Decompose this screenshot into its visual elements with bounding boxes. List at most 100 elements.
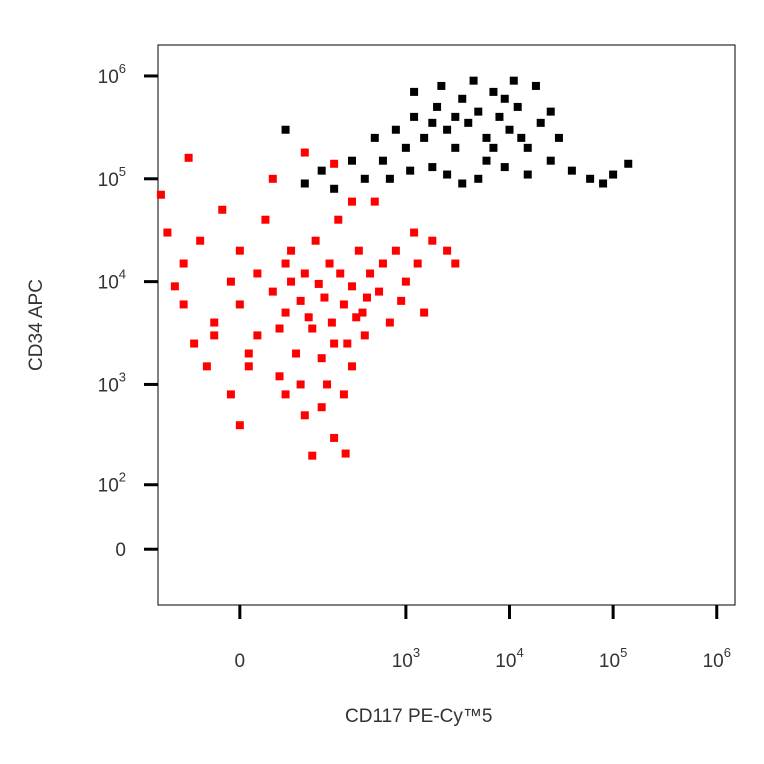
point <box>281 390 290 399</box>
point <box>163 228 172 237</box>
point <box>296 380 305 389</box>
tick-base: 10 <box>703 651 724 672</box>
tick-exponent: 5 <box>119 164 126 179</box>
point <box>500 94 509 103</box>
point <box>330 159 339 168</box>
point <box>391 125 400 134</box>
point <box>235 300 244 309</box>
point <box>428 236 437 245</box>
point <box>401 277 410 286</box>
point <box>281 308 290 317</box>
point <box>505 125 514 134</box>
point <box>554 133 563 142</box>
point <box>218 205 227 214</box>
point <box>287 277 296 286</box>
tick-exponent: 2 <box>119 470 126 485</box>
point <box>308 451 317 460</box>
point <box>428 163 437 172</box>
point <box>281 259 290 268</box>
point <box>451 143 460 152</box>
point <box>482 133 491 142</box>
point <box>517 133 526 142</box>
point <box>317 403 326 412</box>
point <box>317 166 326 175</box>
point <box>330 433 339 442</box>
point <box>370 133 379 142</box>
point <box>244 349 253 358</box>
tick-exponent: 4 <box>516 645 523 660</box>
point <box>235 421 244 430</box>
point <box>410 228 419 237</box>
tick-base: 10 <box>599 651 620 672</box>
point <box>385 318 394 327</box>
point <box>586 174 595 183</box>
point <box>300 269 309 278</box>
point <box>179 300 188 309</box>
point <box>362 293 371 302</box>
point <box>323 380 332 389</box>
point <box>275 324 284 333</box>
x-axis-label: CD117 PE-Cy™5 <box>345 706 492 727</box>
point <box>300 411 309 420</box>
point <box>489 143 498 152</box>
plot-area <box>156 76 633 460</box>
point <box>330 184 339 193</box>
point <box>253 269 262 278</box>
point <box>523 143 532 152</box>
point <box>268 287 277 296</box>
tick-exponent: 3 <box>119 369 126 384</box>
tick-label: 105 <box>599 645 627 672</box>
point <box>378 259 387 268</box>
point <box>341 449 350 458</box>
point <box>401 143 410 152</box>
point <box>347 362 356 371</box>
point <box>196 236 205 245</box>
point <box>370 197 379 206</box>
point <box>567 166 576 175</box>
point <box>330 339 339 348</box>
point <box>458 179 467 188</box>
tick-exponent: 4 <box>119 267 126 282</box>
point <box>420 308 429 317</box>
point <box>339 390 348 399</box>
point <box>261 215 270 224</box>
point <box>354 246 363 255</box>
point <box>226 390 235 399</box>
tick-label: 106 <box>98 61 126 88</box>
point <box>235 246 244 255</box>
tick-base: 10 <box>98 170 119 191</box>
point <box>428 118 437 127</box>
point <box>433 102 442 111</box>
tick-base: 10 <box>495 651 516 672</box>
point <box>327 318 336 327</box>
point <box>360 331 369 340</box>
point <box>509 76 518 85</box>
point <box>184 153 193 162</box>
point <box>304 313 313 322</box>
tick-label: 103 <box>98 369 126 396</box>
point <box>451 259 460 268</box>
tick-exponent: 6 <box>724 645 731 660</box>
point <box>531 81 540 90</box>
tick-label: 105 <box>98 164 126 191</box>
point <box>375 287 384 296</box>
point <box>397 296 406 305</box>
tick-exponent: 6 <box>119 61 126 76</box>
tick-label: 106 <box>703 645 731 672</box>
point <box>314 279 323 288</box>
point <box>275 372 284 381</box>
point <box>410 112 419 121</box>
point <box>443 170 452 179</box>
point <box>325 259 334 268</box>
point <box>546 156 555 165</box>
point <box>385 174 394 183</box>
point <box>474 174 483 183</box>
point <box>268 174 277 183</box>
point <box>347 282 356 291</box>
point <box>391 246 400 255</box>
point <box>410 87 419 96</box>
point <box>190 339 199 348</box>
point <box>624 159 633 168</box>
point <box>464 118 473 127</box>
